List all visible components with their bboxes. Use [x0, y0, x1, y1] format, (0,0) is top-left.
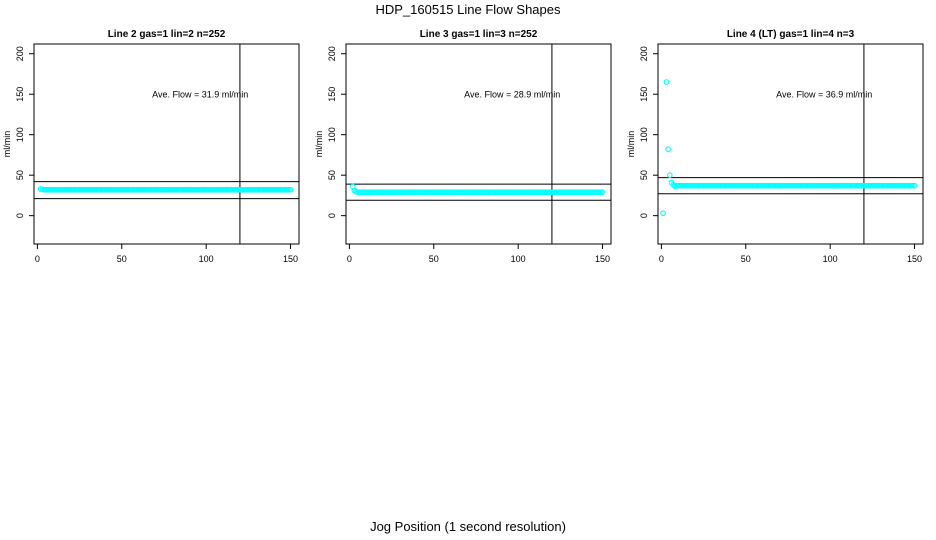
data-point: [287, 186, 294, 193]
data-point: [596, 189, 603, 196]
panel-3: Line 4 (LT) gas=1 lin=4 n=3 ml/min 0 50 100 1…: [626, 29, 924, 264]
plot-frame: [345, 43, 612, 245]
y-tick-label: 100: [327, 127, 337, 142]
y-tick-label: 200: [639, 46, 649, 61]
y-tick-label: 0: [15, 213, 25, 218]
y-tick-label: 100: [639, 127, 649, 142]
data-point: [284, 186, 291, 193]
data-point: [663, 79, 670, 85]
y-tick-label: 50: [639, 170, 649, 180]
data-point: [598, 189, 604, 196]
y-tick-label: 0: [639, 213, 649, 218]
x-tick-label: 50: [429, 254, 439, 264]
data-point: [660, 210, 666, 217]
plot-frame: [33, 43, 300, 245]
data-point: [911, 182, 918, 189]
data-point: [665, 146, 671, 153]
figure-title: HDP_160515 Line Flow Shapes: [375, 2, 561, 17]
data-point: [666, 172, 673, 179]
y-tick-label: 50: [15, 170, 25, 180]
y-tick-label: 200: [15, 46, 25, 61]
x-tick-label: 100: [199, 254, 214, 264]
x-tick-label: 0: [659, 254, 664, 264]
data-point: [908, 182, 915, 189]
x-tick-label: 150: [907, 254, 922, 264]
x-tick-label: 0: [347, 254, 352, 264]
panel-1: Line 2 gas=1 lin=2 n=252 ml/min 0 50 100 150 0…: [2, 29, 300, 264]
data-point: [599, 189, 606, 196]
panel-title: Line 3 gas=1 lin=3 n=252: [420, 29, 538, 40]
y-tick-label: 150: [327, 87, 337, 102]
x-tick-label: 100: [511, 254, 526, 264]
x-tick-label: 150: [283, 254, 298, 264]
y-tick-label: 100: [15, 127, 25, 142]
ave-flow-annotation: Ave. Flow = 28.9 ml/min: [464, 89, 560, 99]
data-point: [286, 186, 292, 193]
data-point: [910, 182, 916, 189]
y-tick-label: 200: [327, 46, 337, 61]
y-axis-label: ml/min: [626, 131, 636, 158]
y-tick-label: 0: [327, 213, 337, 218]
panel-title: Line 2 gas=1 lin=2 n=252: [108, 29, 226, 40]
x-tick-label: 0: [35, 254, 40, 264]
panel-title: Line 4 (LT) gas=1 lin=4 n=3: [727, 29, 855, 40]
y-axis-label: ml/min: [2, 131, 12, 158]
y-tick-label: 150: [639, 87, 649, 102]
plot-frame: [657, 43, 924, 245]
ave-flow-annotation: Ave. Flow = 31.9 ml/min: [152, 89, 248, 99]
x-tick-label: 50: [741, 254, 751, 264]
x-tick-label: 50: [117, 254, 127, 264]
x-tick-label: 150: [595, 254, 610, 264]
ave-flow-annotation: Ave. Flow = 36.9 ml/min: [776, 89, 872, 99]
x-tick-label: 100: [823, 254, 838, 264]
y-axis-label: ml/min: [314, 131, 324, 158]
panel-2: Line 3 gas=1 lin=3 n=252 ml/min 0 50 100 150 0…: [314, 29, 612, 264]
y-tick-label: 50: [327, 170, 337, 180]
y-tick-label: 150: [15, 87, 25, 102]
figure-xlabel: Jog Position (1 second resolution): [370, 519, 566, 534]
